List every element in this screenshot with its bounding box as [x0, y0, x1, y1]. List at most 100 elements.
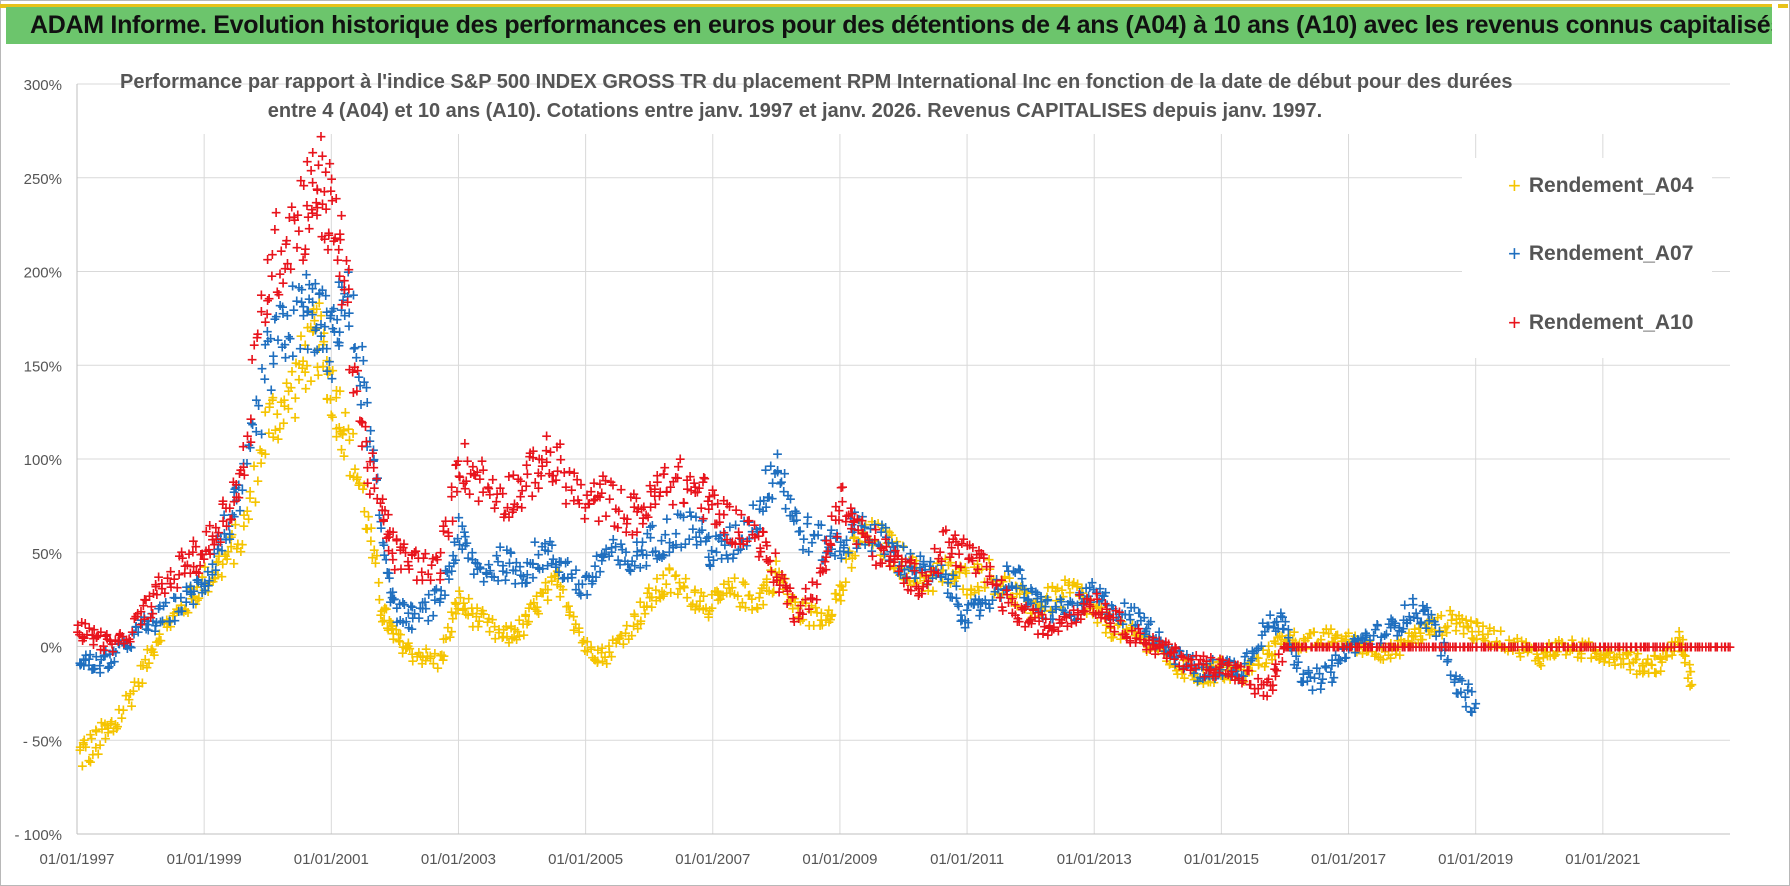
data-point-rendement_a04: +	[1077, 596, 1089, 612]
data-point-rendement_a04: +	[873, 538, 885, 554]
data-point-rendement_a04: +	[501, 629, 513, 645]
data-point-rendement_a04: +	[427, 656, 439, 672]
data-point-rendement_a04: +	[373, 592, 385, 608]
data-point-rendement_a04: +	[489, 631, 501, 647]
data-point-rendement_a04: +	[211, 554, 223, 570]
data-point-rendement_a04: +	[1216, 652, 1228, 668]
data-point-rendement_a04: +	[101, 718, 113, 734]
data-point-rendement_a04: +	[777, 582, 789, 598]
data-point-rendement_a04: +	[1513, 646, 1525, 662]
data-point-rendement_a04: +	[552, 571, 564, 587]
data-point-rendement_a04: +	[773, 565, 785, 581]
data-point-rendement_a04: +	[299, 365, 311, 381]
data-point-rendement_a04: +	[146, 642, 158, 658]
data-point-rendement_a04: +	[1063, 577, 1075, 593]
data-point-rendement_a04: +	[1503, 633, 1515, 649]
data-point-rendement_a04: +	[1507, 643, 1519, 659]
data-point-rendement_a04: +	[190, 596, 202, 612]
y-tick-label: 100%	[24, 452, 62, 469]
data-point-rendement_a04: +	[1084, 601, 1096, 617]
data-point-rendement_a04: +	[1011, 579, 1023, 595]
data-point-rendement_a04: +	[780, 571, 792, 587]
data-point-rendement_a04: +	[1129, 628, 1141, 644]
data-point-rendement_a04: +	[767, 585, 779, 601]
data-point-rendement_a04: +	[1221, 660, 1233, 676]
data-point-rendement_a04: +	[1589, 643, 1601, 659]
data-point-rendement_a10: +	[674, 452, 686, 468]
data-point-rendement_a04: +	[1454, 615, 1466, 631]
data-point-rendement_a04: +	[1027, 602, 1039, 618]
data-point-rendement_a04: +	[365, 533, 377, 549]
data-point-rendement_a07: +	[1328, 670, 1340, 686]
data-point-rendement_a04: +	[785, 595, 797, 611]
data-point-rendement_a04: +	[1394, 647, 1406, 663]
data-point-rendement_a04: +	[1472, 615, 1484, 631]
data-point-rendement_a04: +	[614, 630, 626, 646]
data-point-rendement_a04: +	[446, 624, 458, 640]
data-point-rendement_a07: +	[326, 371, 338, 387]
data-point-rendement_a04: +	[546, 573, 558, 589]
data-point-rendement_a04: +	[1523, 639, 1535, 655]
data-point-rendement_a04: +	[459, 601, 471, 617]
data-point-rendement_a04: +	[761, 583, 773, 599]
data-point-rendement_a04: +	[267, 429, 279, 445]
data-point-rendement_a04: +	[1408, 629, 1420, 645]
data-point-rendement_a04: +	[854, 513, 866, 529]
data-point-rendement_a04: +	[1486, 638, 1498, 654]
data-point-rendement_a04: +	[746, 592, 758, 608]
data-point-rendement_a04: +	[402, 638, 414, 654]
data-point-rendement_a04: +	[1121, 624, 1133, 640]
data-point-rendement_a04: +	[453, 583, 465, 599]
data-point-rendement_a04: +	[307, 323, 319, 339]
data-point-rendement_a04: +	[1594, 651, 1606, 667]
data-point-rendement_a04: +	[444, 629, 456, 645]
data-point-rendement_a04: +	[1541, 644, 1553, 660]
data-point-rendement_a04: +	[1579, 638, 1591, 654]
data-point-rendement_a04: +	[199, 559, 211, 575]
data-point-rendement_a04: +	[997, 574, 1009, 590]
data-point-rendement_a04: +	[881, 535, 893, 551]
legend-item-a10: + Rendement_A10	[1508, 311, 1693, 335]
data-point-rendement_a04: +	[1451, 611, 1463, 627]
data-point-rendement_a04: +	[1419, 617, 1431, 633]
data-point-rendement_a04: +	[471, 609, 483, 625]
data-point-rendement_a04: +	[415, 649, 427, 665]
data-point-rendement_a04: +	[711, 584, 723, 600]
data-point-rendement_a10: +	[315, 129, 327, 145]
data-point-rendement_a04: +	[1580, 637, 1592, 653]
data-point-rendement_a04: +	[1426, 612, 1438, 628]
data-point-rendement_a04: +	[1115, 632, 1127, 648]
data-point-rendement_a04: +	[429, 646, 441, 662]
data-point-rendement_a04: +	[1624, 662, 1636, 678]
data-point-rendement_a04: +	[1611, 650, 1623, 666]
data-point-rendement_a04: +	[897, 538, 909, 554]
data-point-rendement_a04: +	[212, 554, 224, 570]
data-point-rendement_a04: +	[352, 470, 364, 486]
data-point-rendement_a07: +	[324, 354, 336, 370]
data-point-rendement_a04: +	[1154, 637, 1166, 653]
data-point-rendement_a04: +	[1311, 638, 1323, 654]
data-point-rendement_a04: +	[1564, 644, 1576, 660]
data-point-rendement_a10: +	[238, 467, 250, 483]
data-point-rendement_a04: +	[1403, 625, 1415, 641]
data-point-rendement_a04: +	[76, 758, 88, 774]
data-point-rendement_a04: +	[1266, 652, 1278, 668]
data-point-rendement_a04: +	[1458, 626, 1470, 642]
data-point-rendement_a04: +	[650, 593, 662, 609]
data-point-rendement_a04: +	[589, 652, 601, 668]
data-point-rendement_a04: +	[447, 611, 459, 627]
data-point-rendement_a04: +	[988, 586, 1000, 602]
data-point-rendement_a04: +	[378, 613, 390, 629]
data-point-rendement_a04: +	[1340, 629, 1352, 645]
data-point-rendement_a04: +	[991, 574, 1003, 590]
data-point-rendement_a04: +	[1465, 613, 1477, 629]
data-point-rendement_a04: +	[312, 360, 324, 376]
data-point-rendement_a04: +	[244, 490, 256, 506]
data-point-rendement_a04: +	[875, 547, 887, 563]
data-point-rendement_a04: +	[1343, 637, 1355, 653]
data-point-rendement_a04: +	[1326, 634, 1338, 650]
data-point-rendement_a04: +	[1599, 650, 1611, 666]
data-point-rendement_a04: +	[1189, 666, 1201, 682]
data-point-rendement_a04: +	[1257, 643, 1269, 659]
data-point-rendement_a10: +	[831, 529, 843, 545]
